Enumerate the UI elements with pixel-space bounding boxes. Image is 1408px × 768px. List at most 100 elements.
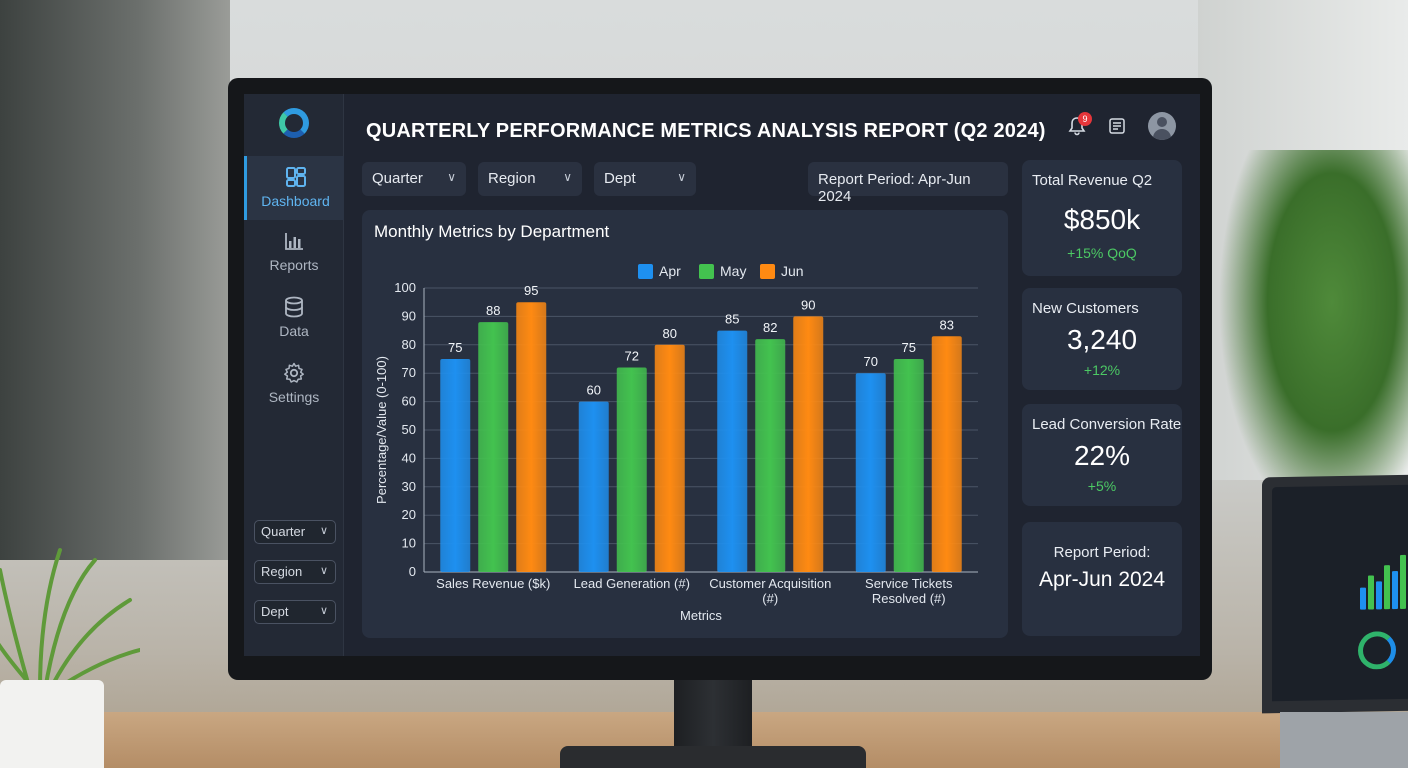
legend-swatch-apr [638, 264, 653, 279]
sidebar-item-label: Dashboard [261, 193, 330, 209]
dept-select[interactable]: Dept ∨ [594, 162, 696, 196]
kpi-change: +12% [1083, 362, 1121, 378]
chevron-down-icon: ∨ [319, 605, 328, 617]
sidebar-item-settings[interactable]: Settings [244, 362, 344, 426]
sidebar-dept-select[interactable]: Dept ∨ [254, 600, 336, 624]
chevron-down-icon: ∨ [319, 565, 328, 577]
kpi-card-report-period: Report Period: Apr-Jun 2024 [1022, 522, 1182, 636]
bar-apr [440, 359, 471, 572]
y-tick-label: 90 [402, 308, 416, 323]
kpi-label: New Customers [1032, 300, 1139, 317]
gear-icon [284, 362, 304, 383]
laptop-screen [1272, 484, 1408, 702]
report-period-pill: Report Period: Apr-Jun 2024 [808, 162, 1008, 205]
select-label: Dept [261, 604, 289, 619]
sidebar: Dashboard Reports Data Set [244, 94, 344, 656]
kpi-card-customers: New Customers 3,240 +12% [1022, 288, 1182, 390]
background-laptop [1262, 474, 1408, 714]
sidebar-region-select[interactable]: Region ∨ [254, 560, 336, 584]
sidebar-quarter-select[interactable]: Quarter ∨ [254, 520, 336, 544]
region-select[interactable]: Region ∨ [478, 162, 582, 196]
x-tick-label: Lead Generation (#) [574, 576, 690, 591]
legend-label: Apr [659, 263, 681, 279]
y-tick-label: 50 [402, 422, 416, 437]
chart-title: Monthly Metrics by Department [374, 222, 610, 241]
x-tick-label: Resolved (#) [872, 591, 946, 606]
kpi-label: Total Revenue Q2 [1032, 172, 1153, 189]
header-actions: 9 [1066, 110, 1176, 144]
app-logo-icon [279, 108, 309, 138]
plant-pot [0, 680, 104, 768]
bar-jun [654, 344, 685, 572]
select-label: Dept [604, 170, 636, 187]
kpi-value: $850k [1063, 204, 1141, 235]
data-label: 75 [902, 340, 916, 355]
bar-may [893, 359, 924, 572]
select-label: Region [488, 170, 536, 187]
data-label: 80 [663, 326, 677, 341]
data-label: 70 [864, 354, 878, 369]
background-plant-right [1218, 150, 1408, 530]
sidebar-item-reports[interactable]: Reports [244, 230, 344, 294]
background-wall-left [0, 0, 230, 560]
chevron-down-icon: ∨ [677, 170, 686, 184]
chevron-down-icon: ∨ [319, 525, 328, 537]
dashboard-screen: Dashboard Reports Data Set [244, 94, 1200, 656]
bar-jun [516, 302, 547, 572]
legend-label: May [720, 263, 746, 279]
x-tick-label: Customer Acquisition [709, 576, 831, 591]
data-label: 90 [801, 297, 815, 312]
data-label: 72 [625, 349, 639, 364]
x-tick-label: Service Tickets [865, 576, 953, 591]
y-tick-label: 70 [402, 365, 416, 380]
x-axis-title: Metrics [680, 608, 722, 623]
sidebar-item-label: Reports [269, 257, 319, 273]
sidebar-item-dashboard[interactable]: Dashboard [244, 156, 344, 220]
dashboard-icon [285, 167, 306, 187]
notifications-button[interactable]: 9 [1066, 112, 1092, 138]
bar-may [616, 367, 647, 572]
bar-apr [855, 373, 886, 572]
kpi-change: +5% [1087, 478, 1117, 494]
y-tick-label: 0 [409, 564, 416, 579]
bar-may [755, 339, 786, 572]
quarter-select[interactable]: Quarter ∨ [362, 162, 466, 196]
monitor-stand [674, 668, 752, 750]
sidebar-item-data[interactable]: Data [244, 296, 344, 360]
select-label: Region [261, 564, 303, 579]
database-icon [285, 296, 303, 318]
report-period-value: Apr-Jun 2024 [1038, 568, 1166, 591]
data-label: 85 [725, 312, 739, 327]
chart-card: Monthly Metrics by Department 0 10 20 30 40 5… [362, 210, 1008, 638]
data-label: 88 [486, 303, 500, 318]
data-label: 75 [448, 340, 462, 355]
data-label: 60 [587, 383, 601, 398]
user-avatar[interactable] [1148, 112, 1176, 140]
main-content: QUARTERLY PERFORMANCE METRICS ANALYSIS R… [344, 94, 1200, 656]
y-tick-label: 60 [402, 394, 416, 409]
page-title: QUARTERLY PERFORMANCE METRICS ANALYSIS R… [366, 120, 1046, 142]
kpi-value: 22% [1073, 440, 1131, 471]
sidebar-item-label: Settings [268, 389, 320, 405]
bar-jun [931, 336, 962, 572]
y-tick-label: 20 [402, 507, 416, 522]
bar-chart: 0 10 20 30 40 50 60 70 80 90 100 75 88 95 Sales Revenu… [374, 263, 978, 623]
laptop-keyboard [1280, 712, 1408, 768]
select-label: Quarter [261, 524, 306, 539]
list-icon [1109, 118, 1125, 134]
kpi-card-revenue: Total Revenue Q2 $850k +15% QoQ [1022, 160, 1182, 276]
legend-label: Jun [781, 263, 804, 279]
select-label: Quarter [372, 170, 423, 187]
y-tick-label: 10 [402, 536, 416, 551]
y-axis-title: Percentage/Value (0-100) [374, 356, 389, 504]
bar-may [478, 322, 509, 572]
notification-badge: 9 [1078, 112, 1092, 126]
reports-list-button[interactable] [1106, 116, 1128, 138]
legend-swatch-jun [760, 264, 775, 279]
bar-chart-icon [285, 233, 303, 250]
sidebar-item-label: Data [279, 323, 309, 339]
x-tick-label: (#) [762, 591, 778, 606]
chevron-down-icon: ∨ [563, 170, 572, 184]
kpi-change: +15% QoQ [1067, 245, 1137, 261]
report-period-label: Report Period: [1053, 544, 1151, 561]
